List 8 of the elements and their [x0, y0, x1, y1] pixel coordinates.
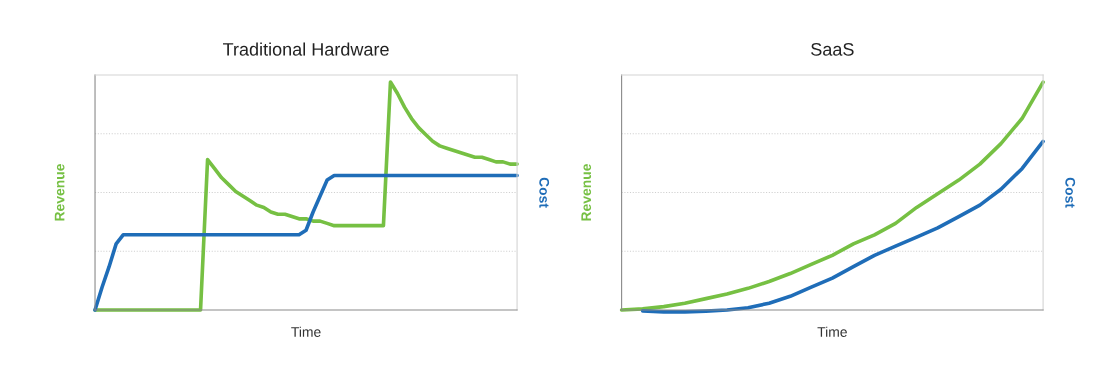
y-axis-title: Revenue: [581, 164, 592, 221]
x-axis-title: Time: [291, 326, 321, 337]
x-axis-title: Time: [817, 326, 847, 337]
chart-title: SaaS: [811, 42, 854, 56]
y2-axis-title: Cost: [1065, 177, 1076, 208]
y-axis-title: Revenue: [54, 164, 65, 221]
chart-title: Traditional Hardware: [223, 42, 389, 56]
y2-axis-title: Cost: [539, 177, 550, 208]
